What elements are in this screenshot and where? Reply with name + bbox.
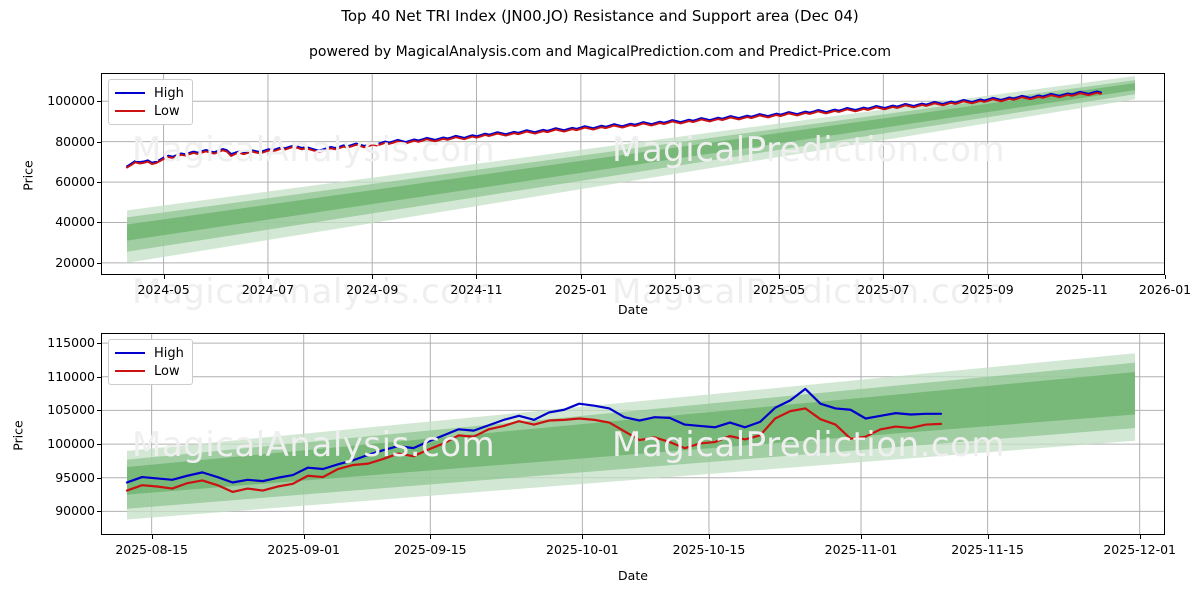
x-tick-label: 2025-10-15	[672, 542, 746, 557]
x-tick-label: 2025-09-15	[393, 542, 467, 557]
y-tick-mark	[97, 477, 101, 479]
x-tick-mark	[1165, 275, 1166, 279]
y-tick-label: 20000	[55, 254, 95, 270]
x-tick-mark	[151, 535, 153, 539]
top-chart-x-axis-label: Date	[618, 302, 648, 317]
y-tick-label: 100000	[47, 436, 95, 452]
x-tick-mark	[674, 275, 676, 279]
x-tick-mark	[883, 275, 885, 279]
y-tick-label: 110000	[47, 368, 95, 384]
x-tick-mark	[987, 535, 989, 539]
x-tick-mark	[582, 535, 584, 539]
y-tick-mark	[97, 376, 101, 378]
x-tick-label: 2025-09	[961, 282, 1014, 297]
y-tick-label: 40000	[55, 214, 95, 230]
x-tick-mark	[163, 275, 165, 279]
y-tick-mark	[97, 222, 101, 224]
page-title: Top 40 Net TRI Index (JN00.JO) Resistanc…	[341, 7, 859, 25]
x-tick-mark	[779, 275, 781, 279]
x-tick-label: 2025-03	[648, 282, 701, 297]
x-tick-label: 2025-11	[1055, 282, 1108, 297]
x-tick-mark	[987, 275, 989, 279]
x-tick-label: 2025-11-01	[824, 542, 898, 557]
bottom-chart-legend[interactable]: High Low	[108, 339, 193, 385]
y-tick-label: 95000	[55, 469, 95, 485]
bottom-chart-x-axis-label: Date	[618, 568, 648, 583]
x-tick-mark	[708, 535, 710, 539]
y-tick-mark	[97, 410, 101, 412]
x-tick-label: 2025-11-15	[951, 542, 1024, 557]
y-tick-mark	[97, 262, 101, 264]
x-tick-mark	[1081, 275, 1083, 279]
legend-row-high: High	[115, 84, 184, 102]
legend-row-low: Low	[115, 362, 184, 380]
x-tick-label: 2025-07	[857, 282, 910, 297]
x-tick-label: 2025-05	[752, 282, 806, 297]
y-tick-mark	[97, 343, 101, 345]
bottom-chart-panel	[101, 333, 1165, 535]
bottom-chart-plot	[101, 333, 1165, 535]
x-tick-label: 2025-12-01	[1103, 542, 1176, 557]
top-chart-plot	[101, 73, 1165, 275]
y-tick-mark	[97, 444, 101, 446]
y-tick-mark	[97, 182, 101, 184]
x-tick-label: 2025-08-15	[115, 542, 188, 557]
legend-swatch-low	[115, 370, 145, 372]
x-tick-label: 2024-07	[241, 282, 295, 297]
legend-swatch-high	[115, 92, 145, 94]
x-tick-label: 2024-11	[450, 282, 503, 297]
legend-swatch-high	[115, 352, 145, 354]
x-tick-label: 2025-09-01	[267, 542, 341, 557]
x-tick-mark	[430, 535, 432, 539]
legend-label-high: High	[154, 345, 184, 361]
y-tick-label: 60000	[55, 174, 95, 190]
x-tick-mark	[580, 275, 582, 279]
legend-row-low: Low	[115, 102, 184, 120]
x-tick-label: 2025-10-01	[546, 542, 619, 557]
y-tick-mark	[97, 101, 101, 103]
x-tick-mark	[267, 275, 269, 279]
x-tick-label: 2024-05	[137, 282, 190, 297]
x-tick-label: 2026-01	[1138, 282, 1192, 297]
x-tick-mark	[1139, 535, 1141, 539]
y-tick-mark	[97, 511, 101, 513]
y-tick-label: 105000	[47, 402, 95, 418]
x-tick-mark	[372, 275, 374, 279]
x-tick-label: 2025-01	[554, 282, 607, 297]
y-tick-label: 90000	[55, 503, 95, 519]
y-tick-label: 100000	[47, 93, 95, 109]
legend-row-high: High	[115, 344, 184, 362]
top-chart-panel	[101, 73, 1165, 275]
bottom-chart-y-axis-label: Price	[10, 420, 26, 451]
top-chart-legend[interactable]: High Low	[108, 79, 193, 125]
y-tick-mark	[97, 141, 101, 143]
legend-label-high: High	[154, 85, 184, 101]
legend-label-low: Low	[154, 103, 180, 119]
legend-label-low: Low	[154, 363, 180, 379]
x-tick-mark	[861, 535, 862, 539]
x-tick-mark	[303, 535, 305, 539]
page-subtitle: powered by MagicalAnalysis.com and Magic…	[309, 44, 891, 60]
x-tick-label: 2024-09	[346, 282, 399, 297]
y-tick-label: 115000	[47, 335, 95, 351]
legend-swatch-low	[115, 110, 145, 112]
x-tick-mark	[476, 275, 478, 279]
y-tick-label: 80000	[55, 133, 95, 149]
top-chart-y-axis-label: Price	[20, 160, 36, 191]
